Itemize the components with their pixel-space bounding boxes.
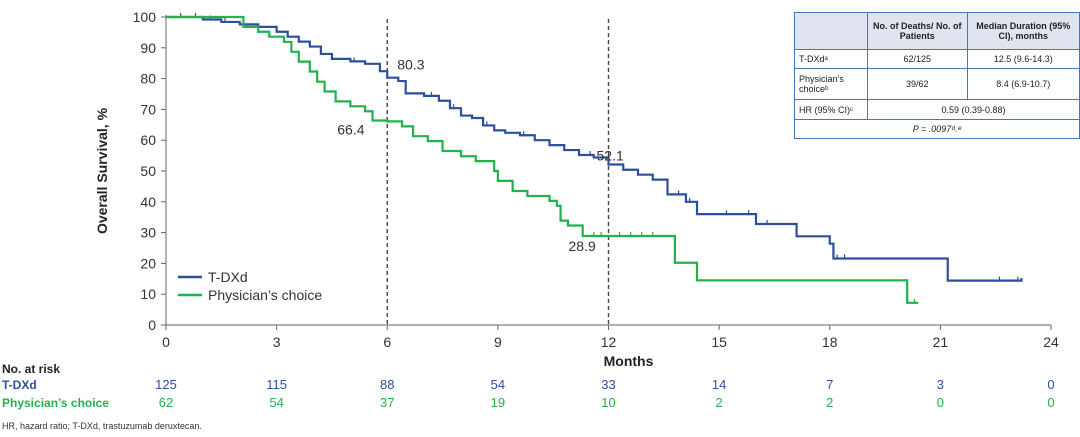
y-tick-label: 10 xyxy=(140,286,156,302)
data-label: 52.1 xyxy=(597,148,624,164)
data-label: 28.9 xyxy=(569,238,596,254)
x-tick-label: 21 xyxy=(933,334,949,350)
x-tick-label: 15 xyxy=(711,334,727,350)
at-risk-count: 2 xyxy=(716,395,723,410)
summary-p-row: P = .0097ᵈ˒ᵉ xyxy=(794,119,1080,139)
summary-header-empty xyxy=(794,12,868,50)
y-tick-label: 0 xyxy=(148,317,156,333)
summary-row-median: 12.5 (9.6-14.3) xyxy=(966,49,1080,69)
at-risk-label: T-DXd xyxy=(2,378,37,392)
at-risk-label: Physician’s choice xyxy=(2,396,109,410)
data-label: 66.4 xyxy=(337,121,364,137)
summary-row-label: Physician’s choiceᵇ xyxy=(794,68,868,100)
y-tick-label: 100 xyxy=(133,9,157,25)
summary-row: T-DXdᵃ 62/125 12.5 (9.6-14.3) xyxy=(794,49,1080,69)
summary-header-median: Median Duration (95% CI), months xyxy=(966,12,1080,50)
x-axis-title: Months xyxy=(604,353,654,369)
summary-header-row: No. of Deaths/ No. of Patients Median Du… xyxy=(794,12,1080,50)
at-risk-title: No. at risk xyxy=(2,362,60,376)
summary-row-deaths: 39/62 xyxy=(867,68,968,100)
data-label: 80.3 xyxy=(397,57,424,73)
at-risk-count: 14 xyxy=(712,377,726,392)
y-axis-title: Overall Survival, % xyxy=(94,107,110,234)
summary-hr-label: HR (95% CI)ᶜ xyxy=(794,99,868,120)
y-tick-label: 70 xyxy=(140,101,156,117)
y-tick-label: 40 xyxy=(140,194,156,210)
at-risk-count: 37 xyxy=(380,395,394,410)
y-tick-label: 30 xyxy=(140,225,156,241)
summary-row-deaths: 62/125 xyxy=(867,49,968,69)
summary-row-label: T-DXdᵃ xyxy=(794,49,868,69)
at-risk-count: 54 xyxy=(269,395,283,410)
at-risk-count: 115 xyxy=(266,377,287,392)
x-tick-label: 6 xyxy=(383,334,391,350)
survival-curve xyxy=(166,15,919,304)
legend-label: Physician’s choice xyxy=(208,287,322,303)
summary-row-median: 8.4 (6.9-10.7) xyxy=(966,68,1080,100)
at-risk-count: 88 xyxy=(380,377,394,392)
at-risk-count: 0 xyxy=(1047,395,1054,410)
y-tick-label: 90 xyxy=(140,40,156,56)
summary-p-value: P = .0097ᵈ˒ᵉ xyxy=(794,119,1080,139)
x-tick-label: 18 xyxy=(822,334,838,350)
x-tick-label: 24 xyxy=(1043,334,1059,350)
at-risk-count: 0 xyxy=(937,395,944,410)
survival-curve xyxy=(166,15,1023,282)
y-tick-label: 60 xyxy=(140,132,156,148)
at-risk-count: 2 xyxy=(826,395,833,410)
x-tick-label: 12 xyxy=(601,334,617,350)
y-tick-label: 50 xyxy=(140,163,156,179)
at-risk-count: 62 xyxy=(159,395,173,410)
at-risk-count: 0 xyxy=(1047,377,1054,392)
summary-hr-row: HR (95% CI)ᶜ 0.59 (0.39-0.88) xyxy=(794,99,1080,120)
x-tick-label: 0 xyxy=(162,334,170,350)
at-risk-count: 7 xyxy=(826,377,833,392)
y-tick-label: 20 xyxy=(140,255,156,271)
x-tick-label: 3 xyxy=(273,334,281,350)
footnote: HR, hazard ratio; T-DXd, trastuzumab der… xyxy=(2,421,202,431)
at-risk-count: 33 xyxy=(601,377,615,392)
legend-label: T-DXd xyxy=(208,269,248,285)
summary-row: Physician’s choiceᵇ 39/62 8.4 (6.9-10.7) xyxy=(794,68,1080,100)
at-risk-count: 3 xyxy=(937,377,944,392)
at-risk-count: 125 xyxy=(155,377,177,392)
x-tick-label: 9 xyxy=(494,334,502,350)
y-tick-label: 80 xyxy=(140,71,156,87)
summary-table: No. of Deaths/ No. of Patients Median Du… xyxy=(794,12,1080,139)
at-risk-count: 54 xyxy=(491,377,505,392)
at-risk-count: 19 xyxy=(491,395,505,410)
summary-header-deaths: No. of Deaths/ No. of Patients xyxy=(867,12,968,50)
at-risk-count: 10 xyxy=(601,395,615,410)
summary-hr-value: 0.59 (0.39-0.88) xyxy=(867,99,1080,120)
